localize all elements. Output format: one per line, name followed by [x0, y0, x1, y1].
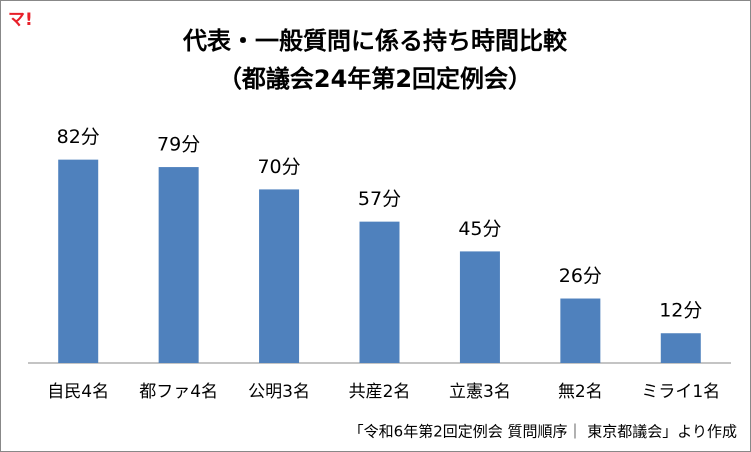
data-label: 12分 — [659, 300, 702, 322]
data-label: 45分 — [458, 218, 501, 240]
chart-title: 代表・一般質問に係る持ち時間比較 — [182, 27, 568, 55]
bar — [660, 333, 701, 363]
bar — [359, 221, 400, 363]
data-label: 57分 — [358, 188, 401, 210]
x-tick-label: 公明3名 — [248, 382, 310, 402]
x-tick-label: 立憲3名 — [449, 381, 511, 402]
data-label: 82分 — [57, 126, 100, 148]
x-tick-label: 都ファ4名 — [139, 382, 218, 402]
bar — [58, 159, 99, 363]
bar — [158, 167, 199, 363]
data-label: 79分 — [157, 134, 200, 156]
x-tick-label: 共産2名 — [349, 382, 411, 402]
x-tick-label: ミライ1名 — [641, 382, 720, 402]
data-label: 70分 — [257, 156, 300, 178]
data-label: 26分 — [559, 265, 602, 287]
chart-subtitle: （都議会24年第2回定例会） — [218, 65, 532, 93]
source-note: 「令和6年第2回定例会 質問順序｜ 東京都議会」より作成 — [349, 423, 737, 441]
x-tick-label: 無2名 — [558, 382, 603, 402]
x-tick-label: 自民4名 — [47, 382, 109, 402]
bar — [459, 251, 500, 363]
bar — [560, 298, 601, 363]
logo: マ! — [8, 10, 33, 30]
bar — [259, 189, 300, 363]
